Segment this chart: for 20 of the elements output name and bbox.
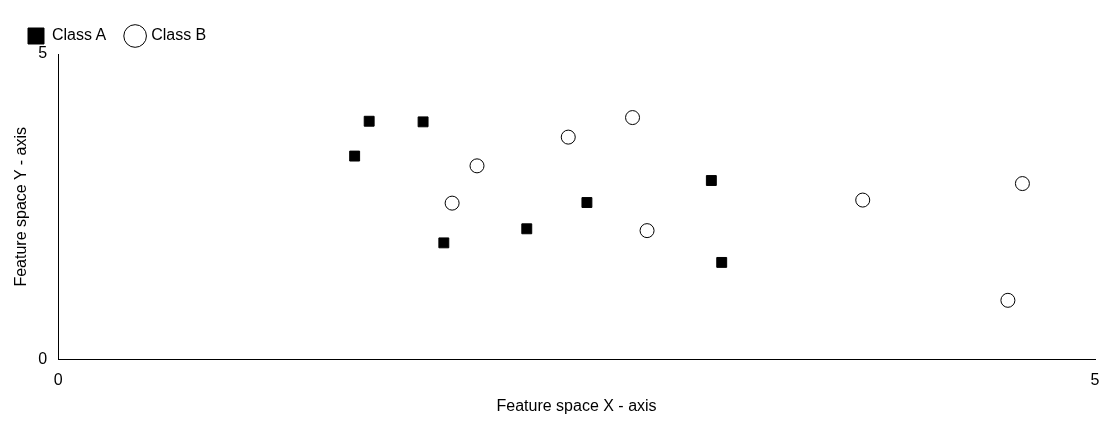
point [581, 197, 593, 208]
legend-label: Class A [52, 26, 107, 44]
point [444, 195, 460, 211]
point [639, 223, 655, 239]
point [705, 175, 717, 186]
point [625, 110, 641, 126]
point [438, 237, 450, 249]
point [469, 158, 485, 174]
point [1000, 292, 1016, 308]
point [1014, 176, 1030, 192]
y-axis-title: Feature space Y - axis [12, 127, 30, 287]
point [560, 129, 576, 145]
point [521, 223, 533, 235]
point [855, 192, 871, 208]
point [363, 115, 375, 127]
point [349, 150, 361, 162]
legend-label: Class B [151, 26, 207, 44]
x-axis-title: Feature space X - axis [496, 396, 657, 414]
point [417, 116, 429, 128]
point [716, 256, 728, 268]
